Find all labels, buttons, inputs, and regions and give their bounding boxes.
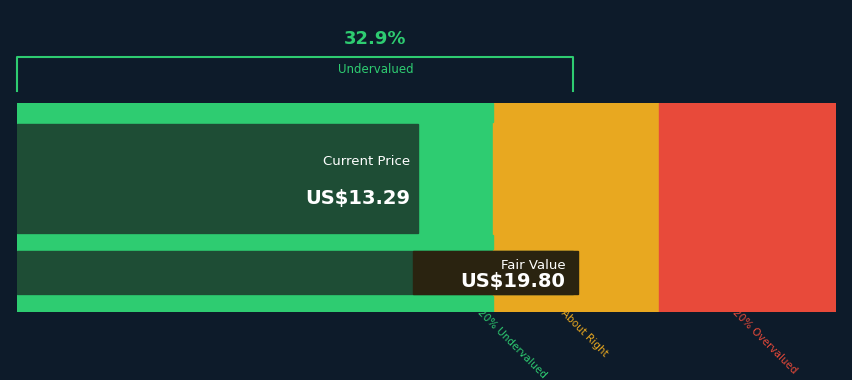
Text: 20% Overvalued: 20% Overvalued [729,308,797,376]
Text: 20% Undervalued: 20% Undervalued [475,308,548,380]
Bar [17,296,492,312]
Text: US$19.80: US$19.80 [460,272,565,291]
Text: About Right: About Right [558,308,608,358]
Bar [17,235,492,249]
Text: Undervalued: Undervalued [337,63,412,76]
Bar [412,251,578,294]
Bar [658,103,835,312]
Text: Fair Value: Fair Value [500,260,565,272]
Bar [17,251,573,294]
Bar [492,103,658,312]
Text: US$13.29: US$13.29 [305,188,410,207]
Text: Current Price: Current Price [322,155,410,168]
Bar [17,124,417,233]
Bar [17,103,492,312]
Bar [17,103,492,122]
Text: 32.9%: 32.9% [343,30,406,48]
